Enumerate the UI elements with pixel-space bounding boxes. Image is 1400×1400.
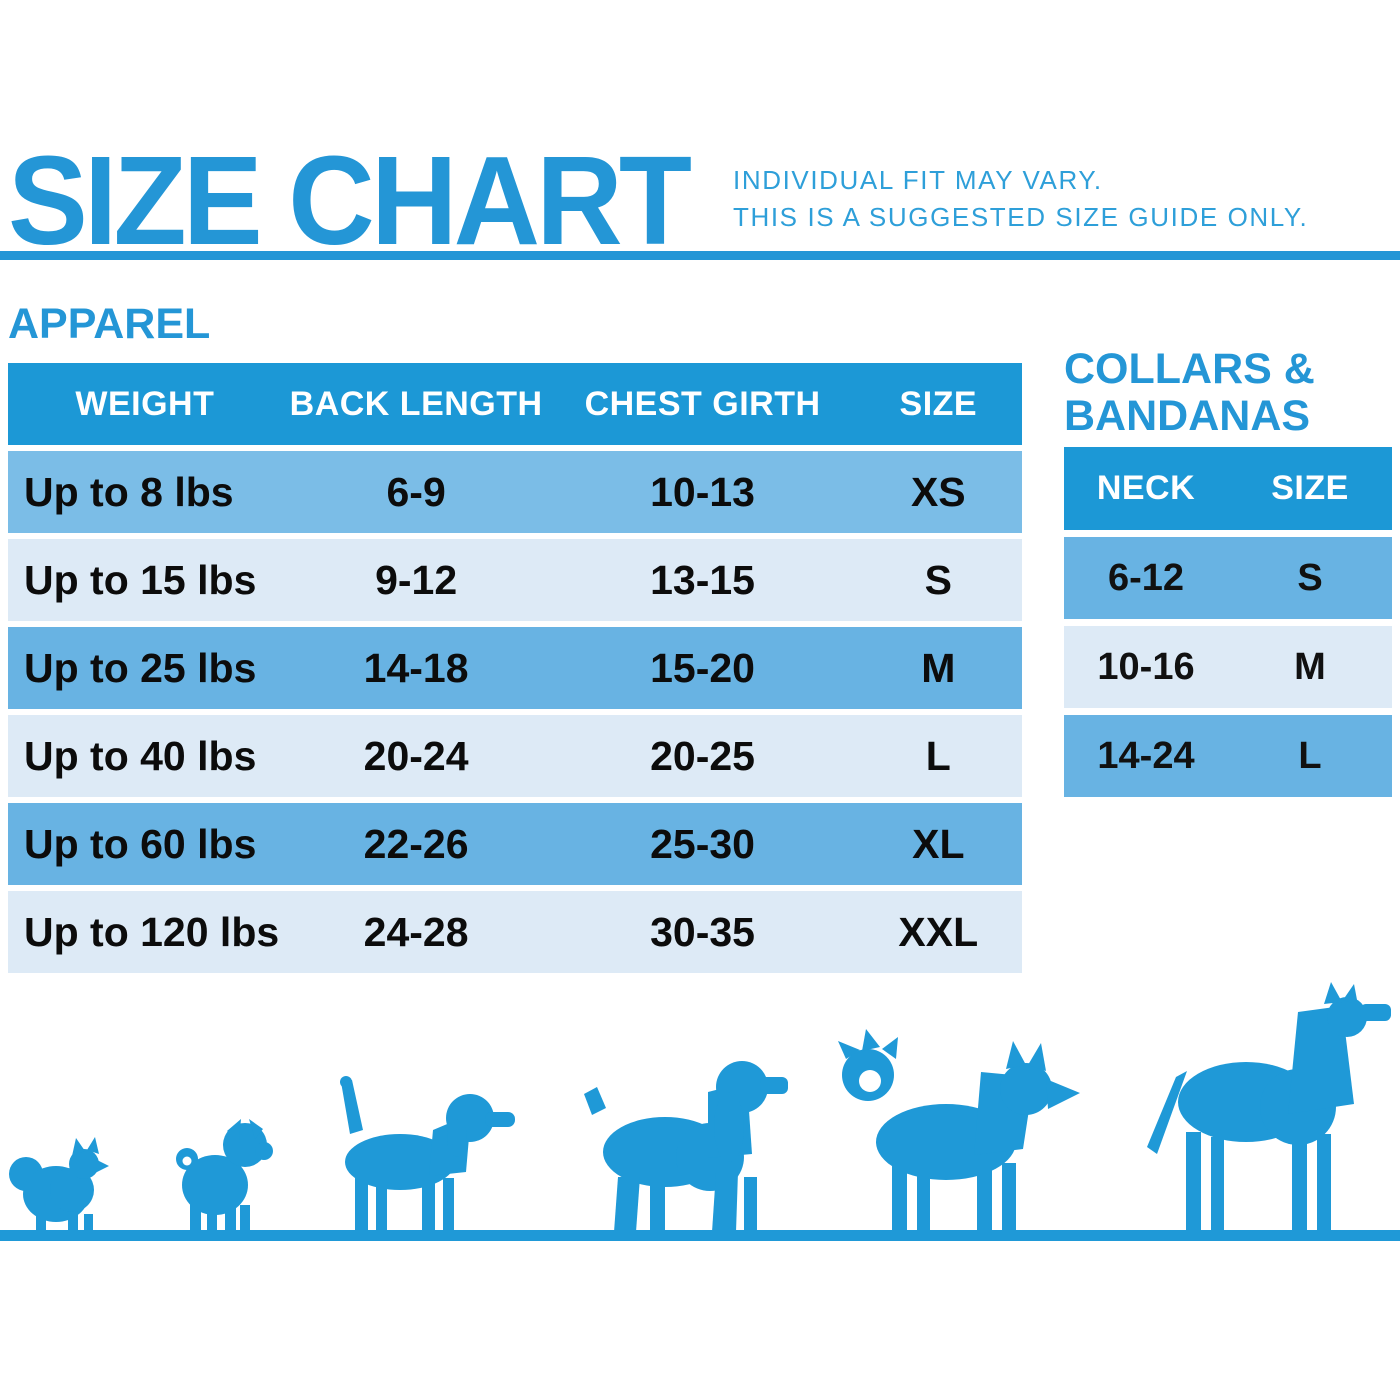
neck-value: 14-24 [1097, 734, 1195, 777]
weight-value: Up to 120 lbs [24, 908, 280, 955]
pomeranian-icon [9, 1137, 109, 1232]
table-row: Up to 8 lbs 6-9 10-13 XS [8, 451, 1022, 533]
collars-title-line1: COLLARS & [1064, 345, 1315, 393]
husky-icon [838, 1029, 1080, 1232]
column-header-back-length: BACK LENGTH [289, 384, 543, 423]
column-header-neck: NECK [1096, 469, 1196, 507]
column-header-weight: WEIGHT [75, 384, 215, 423]
collars-table-header: NECK SIZE [1064, 447, 1392, 530]
disclaimer-line1: INDIVIDUAL FIT MAY VARY. [733, 165, 1103, 195]
weight-value: Up to 8 lbs [24, 468, 234, 515]
size-value: XL [912, 820, 965, 867]
chest-girth-value: 15-20 [650, 644, 755, 691]
chest-girth-value: 30-35 [650, 908, 755, 955]
chest-girth-value: 20-25 [650, 732, 755, 779]
beagle-icon [340, 1076, 515, 1232]
size-value: L [925, 732, 951, 779]
pug-icon [176, 1119, 273, 1232]
disclaimer-line2: THIS IS A SUGGESTED SIZE GUIDE ONLY. [733, 202, 1309, 232]
ground-line [0, 1230, 1400, 1241]
size-value: XS [910, 468, 966, 515]
dog-size-illustration [0, 960, 1400, 1260]
back-length-value: 22-26 [363, 820, 469, 867]
weight-value: Up to 60 lbs [24, 820, 257, 867]
table-row: 14-24 L [1064, 715, 1392, 797]
collars-title-line2: BANDANAS [1064, 392, 1311, 440]
title-underline [0, 251, 1400, 260]
table-row: Up to 15 lbs 9-12 13-15 S [8, 539, 1022, 621]
table-row: Up to 40 lbs 20-24 20-25 L [8, 715, 1022, 797]
back-length-value: 6-9 [386, 468, 446, 515]
column-header-size: SIZE [899, 384, 978, 423]
neck-value: 10-16 [1097, 645, 1195, 688]
size-value: M [921, 644, 956, 691]
cocker-spaniel-icon [584, 1061, 788, 1232]
size-value: XXL [898, 908, 979, 955]
size-value: L [1298, 734, 1322, 777]
collars-section-title: COLLARS & BANDANAS [1064, 346, 1315, 440]
size-value: M [1294, 645, 1326, 688]
collars-size-table: NECK SIZE 6-12 S 10-16 M 14-24 L [1064, 447, 1392, 797]
chest-girth-value: 10-13 [650, 468, 755, 515]
back-length-value: 9-12 [375, 556, 458, 603]
weight-value: Up to 15 lbs [24, 556, 257, 603]
table-row: 6-12 S [1064, 537, 1392, 619]
apparel-section-title: APPAREL [8, 300, 211, 348]
weight-value: Up to 40 lbs [24, 732, 257, 779]
page-title: SIZE CHART [8, 130, 692, 271]
apparel-size-table: WEIGHT BACK LENGTH CHEST GIRTH SIZE Up t… [8, 363, 1022, 973]
back-length-value: 14-18 [363, 644, 469, 691]
table-row: Up to 120 lbs 24-28 30-35 XXL [8, 891, 1022, 973]
disclaimer-text: INDIVIDUAL FIT MAY VARY. THIS IS A SUGGE… [733, 162, 1308, 236]
column-header-chest-girth: CHEST GIRTH [584, 384, 821, 423]
table-row: Up to 25 lbs 14-18 15-20 M [8, 627, 1022, 709]
table-row: 10-16 M [1064, 626, 1392, 708]
apparel-table-header: WEIGHT BACK LENGTH CHEST GIRTH SIZE [8, 363, 1022, 445]
column-header-size: SIZE [1271, 469, 1349, 507]
neck-value: 6-12 [1107, 556, 1185, 599]
back-length-value: 20-24 [363, 732, 469, 779]
back-length-value: 24-28 [363, 908, 469, 955]
table-row: Up to 60 lbs 22-26 25-30 XL [8, 803, 1022, 885]
size-value: S [924, 556, 952, 603]
great-dane-icon [1147, 982, 1391, 1232]
size-value: S [1297, 556, 1323, 599]
weight-value: Up to 25 lbs [24, 644, 257, 691]
chest-girth-value: 13-15 [650, 556, 755, 603]
chest-girth-value: 25-30 [650, 820, 755, 867]
